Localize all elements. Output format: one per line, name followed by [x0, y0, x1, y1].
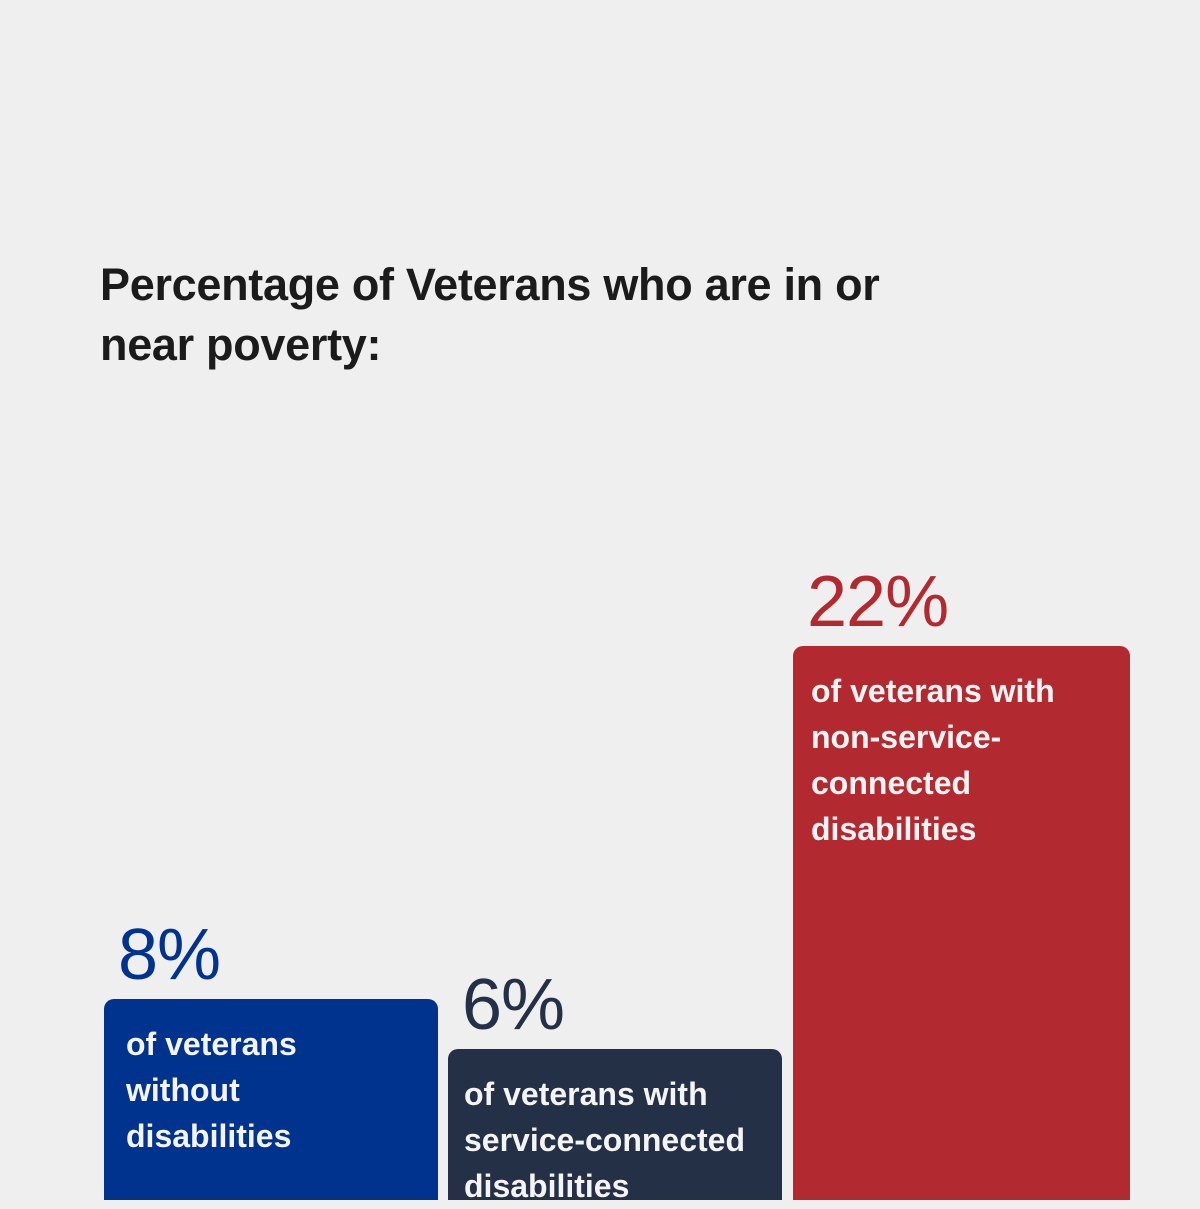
chart-title: Percentage of Veterans who are in or nea… [100, 259, 880, 370]
bar-without-disabilities: of veterans without disabilities [104, 998, 438, 1200]
value-label-service-connected: 6% [462, 964, 565, 1045]
category-label-non-service-connected: of veterans with non-service-connected d… [811, 673, 1055, 847]
value-label-without-disabilities: 8% [118, 914, 221, 995]
bar-non-service-connected: of veterans with non-service-connected d… [793, 646, 1130, 1200]
bar-service-connected: of veterans with service-connected disab… [448, 1048, 782, 1204]
category-label-without-disabilities: of veterans without disabilities [126, 1025, 297, 1154]
value-label-non-service-connected: 22% [807, 562, 949, 642]
category-label-service-connected: of veterans with service-connected disab… [464, 1075, 746, 1204]
